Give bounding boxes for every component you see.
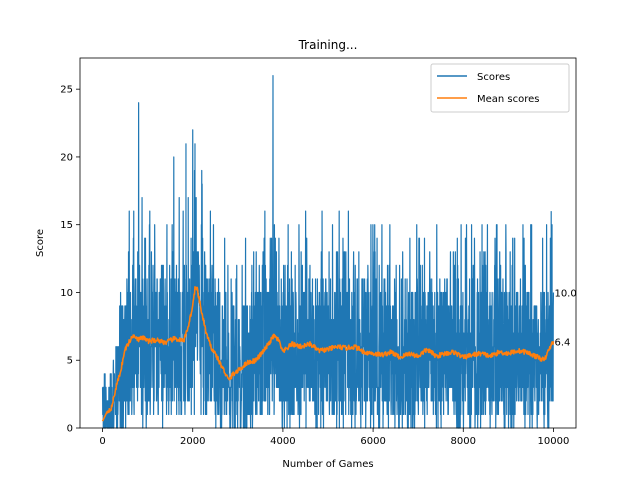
- x-tick-label: 8000: [451, 436, 476, 447]
- x-tick-label: 6000: [360, 436, 385, 447]
- y-tick-label: 20: [60, 152, 73, 163]
- value-annotation: 10.0: [554, 288, 576, 299]
- plot-frame: [79, 57, 577, 429]
- x-tick-label: 4000: [270, 436, 295, 447]
- mean-scores-series: [101, 285, 555, 422]
- y-tick-label: 25: [60, 85, 73, 96]
- x-axis-label: Number of Games: [282, 459, 373, 470]
- x-tick-label: 10000: [538, 436, 570, 447]
- y-tick-label: 10: [60, 288, 73, 299]
- value-annotation: 6.4: [554, 337, 570, 348]
- y-tick-label: 15: [60, 220, 73, 231]
- legend-label-mean-scores: Mean scores: [477, 94, 540, 105]
- y-axis: 0 5 10 15 20 25: [60, 85, 80, 435]
- x-tick-label: 2000: [180, 436, 205, 447]
- scores-line: [101, 75, 555, 429]
- y-tick-label: 0: [67, 424, 73, 435]
- legend: Scores Mean scores: [430, 63, 570, 113]
- annotations: 10.0 6.4: [554, 288, 576, 348]
- scores-series: [101, 75, 555, 429]
- legend-label-scores: Scores: [477, 72, 510, 83]
- x-tick-label: 0: [99, 436, 105, 447]
- y-tick-label: 5: [67, 356, 73, 367]
- chart-title: Training...: [298, 38, 358, 52]
- mean-scores-line: [101, 285, 555, 422]
- x-axis: 0 2000 4000 6000 8000 10000: [99, 428, 569, 447]
- y-axis-label: Score: [35, 229, 46, 257]
